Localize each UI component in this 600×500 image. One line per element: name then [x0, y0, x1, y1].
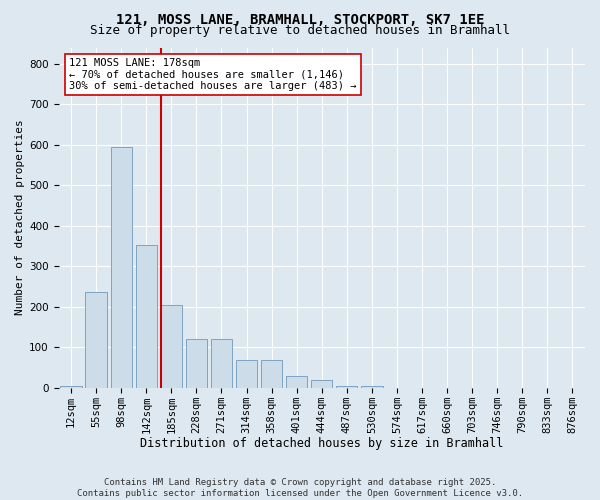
X-axis label: Distribution of detached houses by size in Bramhall: Distribution of detached houses by size …	[140, 437, 503, 450]
Text: 121 MOSS LANE: 178sqm
← 70% of detached houses are smaller (1,146)
30% of semi-d: 121 MOSS LANE: 178sqm ← 70% of detached …	[69, 58, 356, 91]
Bar	[311, 380, 332, 388]
Bar	[336, 386, 358, 388]
Bar	[61, 386, 82, 388]
Bar	[186, 339, 207, 388]
Bar	[85, 292, 107, 388]
Bar	[110, 147, 132, 388]
Bar	[261, 360, 282, 388]
Text: Size of property relative to detached houses in Bramhall: Size of property relative to detached ho…	[90, 24, 510, 37]
Y-axis label: Number of detached properties: Number of detached properties	[15, 120, 25, 316]
Text: Contains HM Land Registry data © Crown copyright and database right 2025.
Contai: Contains HM Land Registry data © Crown c…	[77, 478, 523, 498]
Bar	[136, 245, 157, 388]
Bar	[361, 386, 383, 388]
Bar	[161, 304, 182, 388]
Bar	[211, 339, 232, 388]
Text: 121, MOSS LANE, BRAMHALL, STOCKPORT, SK7 1EE: 121, MOSS LANE, BRAMHALL, STOCKPORT, SK7…	[116, 12, 484, 26]
Bar	[286, 376, 307, 388]
Bar	[236, 360, 257, 388]
